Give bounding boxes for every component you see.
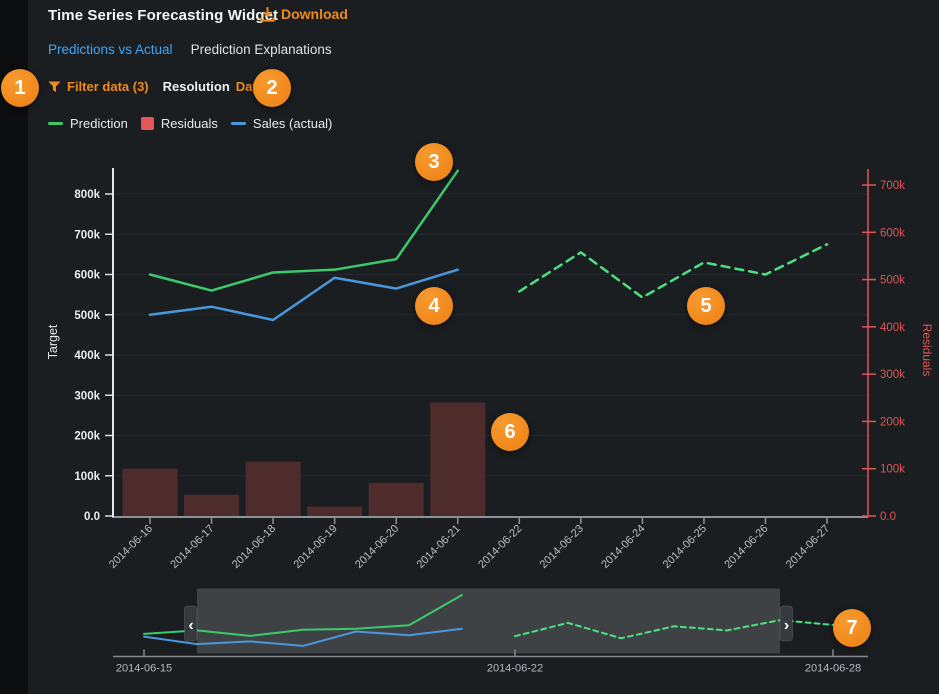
tab-prediction-explanations[interactable]: Prediction Explanations [190, 42, 332, 57]
svg-text:600k: 600k [880, 227, 905, 239]
svg-text:200k: 200k [880, 416, 905, 428]
filter-data-button[interactable]: Filter data (3) [48, 79, 149, 94]
legend-item-prediction[interactable]: Prediction [48, 116, 128, 131]
svg-text:700k: 700k [880, 180, 905, 192]
chart-legend: Prediction Residuals Sales (actual) [48, 116, 332, 131]
residual-bar [368, 482, 424, 517]
sales-actual-line-marker [230, 122, 246, 125]
svg-text:0.0: 0.0 [84, 511, 100, 523]
annotation-badge-4: 4 [415, 287, 453, 325]
prediction-line [148, 169, 459, 292]
residual-bar [430, 402, 486, 517]
svg-text:100k: 100k [74, 471, 100, 483]
legend-label: Residuals [160, 116, 218, 131]
navigator-actual-line [143, 627, 463, 647]
svg-text:2014-06-28: 2014-06-28 [805, 663, 861, 675]
resolution-label: Resolution [162, 79, 230, 94]
chevron-right-icon: › [784, 617, 789, 634]
legend-label: Prediction [70, 116, 128, 131]
navigator-left-handle[interactable]: ‹ [184, 605, 198, 642]
navigator-axis-ticks: 2014-06-15 2014-06-22 2014-06-28 [116, 649, 861, 675]
annotation-badge-5: 5 [687, 287, 725, 325]
svg-text:2014-06-22: 2014-06-22 [487, 663, 543, 675]
legend-item-residuals[interactable]: Residuals [140, 116, 218, 131]
svg-text:200k: 200k [74, 431, 100, 443]
prediction-forecast-line [518, 243, 829, 299]
svg-text:2014-06-21: 2014-06-21 [415, 523, 463, 571]
svg-text:2014-06-20: 2014-06-20 [353, 523, 401, 571]
svg-text:0.0: 0.0 [880, 511, 896, 523]
filter-data-label: Filter data (3) [67, 79, 149, 94]
svg-text:2014-06-27: 2014-06-27 [784, 523, 832, 571]
left-edge-strip [0, 0, 28, 694]
download-label: Download [281, 6, 348, 22]
sales-actual-line [148, 268, 459, 322]
svg-text:600k: 600k [74, 270, 100, 282]
svg-text:2014-06-26: 2014-06-26 [722, 523, 770, 571]
page-title: Time Series Forecasting Widget [48, 7, 279, 24]
download-button[interactable]: Download [260, 6, 348, 22]
svg-text:800k: 800k [74, 189, 100, 201]
svg-text:2014-06-17: 2014-06-17 [168, 523, 216, 571]
residual-bar [307, 506, 363, 517]
chevron-left-icon: ‹ [188, 617, 193, 634]
right-axis-title: Residuals [920, 324, 934, 377]
annotation-badge-6: 6 [491, 413, 529, 451]
residuals-square-marker [140, 117, 154, 130]
x-axis-ticks: 2014-06-16 2014-06-17 2014-06-18 2014-06-19… [107, 517, 832, 571]
annotation-badge-2: 2 [253, 69, 291, 107]
filter-icon [48, 80, 61, 92]
svg-text:2014-06-23: 2014-06-23 [538, 523, 586, 571]
tab-predictions-vs-actual[interactable]: Predictions vs Actual [48, 42, 173, 57]
navigator-right-handle[interactable]: › [779, 605, 793, 642]
svg-text:500k: 500k [74, 310, 100, 322]
chart-toolbar: Filter data (3) Resolution Day [48, 79, 275, 94]
svg-text:2014-06-24: 2014-06-24 [599, 523, 647, 571]
svg-text:100k: 100k [880, 464, 905, 476]
residual-bar [245, 461, 301, 517]
prediction-line-marker [48, 122, 63, 125]
annotation-badge-1: 1 [1, 69, 39, 107]
svg-text:500k: 500k [880, 275, 905, 287]
svg-text:300k: 300k [880, 369, 905, 381]
svg-text:2014-06-19: 2014-06-19 [291, 523, 339, 571]
svg-text:2014-06-18: 2014-06-18 [230, 523, 278, 571]
svg-text:2014-06-22: 2014-06-22 [476, 523, 524, 571]
residual-bars[interactable] [122, 402, 486, 517]
gridlines [113, 193, 868, 477]
svg-text:2014-06-15: 2014-06-15 [116, 663, 172, 675]
annotation-badge-7: 7 [833, 609, 871, 647]
svg-text:2014-06-25: 2014-06-25 [661, 523, 709, 571]
tab-bar: Predictions vs Actual Prediction Explana… [48, 42, 332, 57]
annotation-badge-3: 3 [415, 143, 453, 181]
download-icon [260, 6, 275, 22]
navigator-selection[interactable] [197, 588, 780, 654]
left-axis-ticks: 0.0 100k 200k 300k 400k 500k 600k 700k 800k [74, 189, 112, 523]
right-axis-ticks: 0.0 100k 200k 300k 400k 500k 600k 700k [862, 180, 905, 523]
residual-bar [122, 468, 178, 517]
svg-text:400k: 400k [880, 322, 905, 334]
svg-text:400k: 400k [74, 350, 100, 362]
svg-text:300k: 300k [74, 390, 100, 402]
residual-bar [184, 494, 240, 517]
legend-item-sales-actual[interactable]: Sales (actual) [230, 116, 333, 131]
legend-label: Sales (actual) [252, 116, 333, 131]
svg-text:2014-06-16: 2014-06-16 [107, 523, 155, 571]
svg-text:700k: 700k [74, 229, 100, 241]
left-axis-title: Target [46, 324, 60, 359]
